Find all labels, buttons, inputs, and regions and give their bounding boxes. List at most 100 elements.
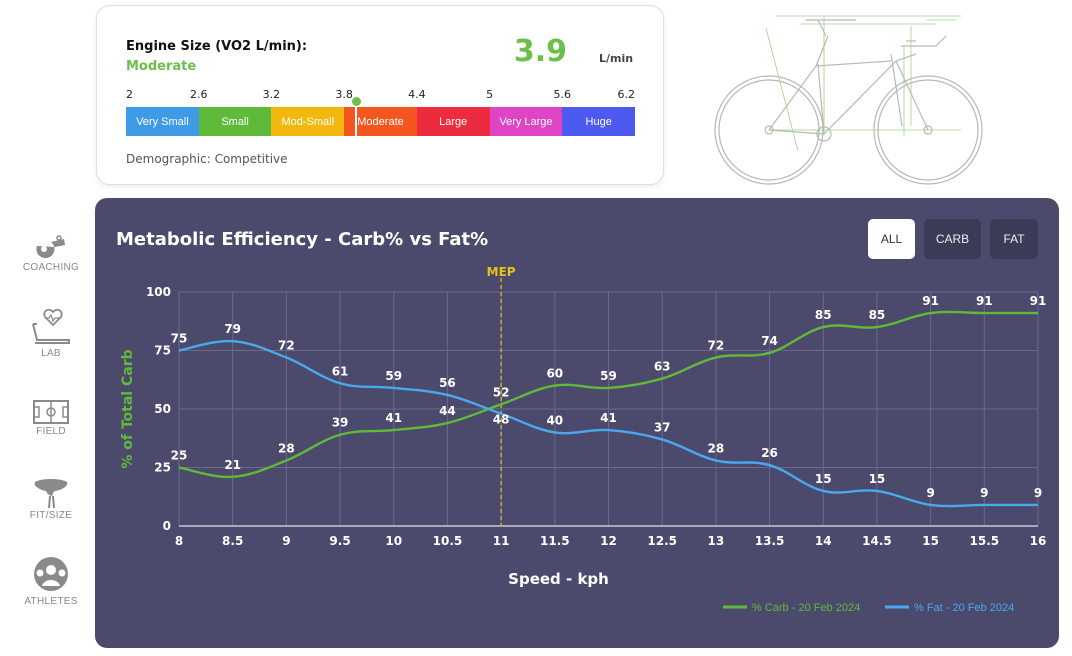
scale-segment: Very Small <box>126 107 199 136</box>
bike-fit-illustration <box>714 15 983 185</box>
data-label: 79 <box>224 322 241 336</box>
x-tick-label: 10.5 <box>433 534 463 548</box>
y-tick-label: 0 <box>163 519 171 533</box>
athletes-icon <box>34 557 68 591</box>
sidebar-label-lab: LAB <box>41 348 61 359</box>
data-label: 91 <box>1030 294 1047 308</box>
field-icon <box>33 400 69 424</box>
x-tick-label: 12.5 <box>647 534 677 548</box>
scale-tick-label: 2.6 <box>189 88 208 101</box>
scale-tick-labels: 2 2.6 3.2 3.8 4.4 5 5.6 6.2 <box>126 88 635 104</box>
scale-segment: Mod-Small <box>271 107 345 136</box>
data-label: 15 <box>869 472 886 486</box>
metabolic-efficiency-panel: MEP 25 21 28 39 41 44 52 60 59 63 72 74 85 85 91 91 91 75… <box>95 198 1059 648</box>
data-label: 91 <box>922 294 939 308</box>
engine-size-unit: L/min <box>599 52 634 65</box>
sidebar-item-lab[interactable]: LAB <box>14 306 88 359</box>
y-tick-label: 100 <box>146 285 171 299</box>
data-label: 28 <box>708 441 725 455</box>
engine-scale-marker <box>355 102 358 136</box>
legend-entry: % Carb - 20 Feb 2024 <box>752 602 860 614</box>
data-label: 44 <box>439 404 456 418</box>
scale-tick-label: 5 <box>486 88 494 101</box>
data-label: 21 <box>224 458 241 472</box>
data-label: 72 <box>278 339 295 353</box>
scale-segment: Huge <box>562 107 636 136</box>
scale-segment: Very Large <box>489 107 563 136</box>
mep-label: MEP <box>487 265 516 279</box>
carb-series-line <box>178 310 1038 479</box>
data-label: 41 <box>385 411 402 425</box>
x-tick-label: 8.5 <box>222 534 243 548</box>
data-label: 91 <box>976 294 993 308</box>
data-label: 48 <box>493 413 510 427</box>
data-label: 85 <box>815 308 832 322</box>
engine-size-card: Engine Size (VO2 L/min): Moderate 3.9 L/… <box>96 5 664 185</box>
sidebar-item-athletes[interactable]: ATHLETES <box>14 556 88 607</box>
y-axis-label: % of Total Carb <box>120 349 136 468</box>
x-tick-label: 14 <box>815 534 832 548</box>
data-label: 60 <box>546 367 563 381</box>
x-tick-label: 15 <box>922 534 939 548</box>
data-label: 72 <box>708 339 725 353</box>
scale-segment: Large <box>416 107 490 136</box>
engine-size-value: 3.9 <box>513 34 567 69</box>
y-tick-label: 25 <box>154 461 171 475</box>
filter-carb-button[interactable]: CARB <box>924 219 981 259</box>
data-label: 59 <box>385 369 402 383</box>
filter-all-button[interactable]: ALL <box>868 219 915 259</box>
chart-title: Metabolic Efficiency - Carb% vs Fat% <box>116 229 489 250</box>
data-label: 9 <box>980 486 988 500</box>
data-label: 28 <box>278 441 295 455</box>
x-tick-label: 14.5 <box>862 534 892 548</box>
data-label: 75 <box>171 332 188 346</box>
x-tick-label: 9.5 <box>329 534 350 548</box>
x-axis-label: Speed - kph <box>508 570 609 588</box>
scale-tick-label: 3.2 <box>262 88 281 101</box>
x-tick-label: 16 <box>1030 534 1047 548</box>
data-label: 85 <box>869 308 886 322</box>
fat-series-line <box>178 339 1038 508</box>
y-tick-label: 50 <box>154 402 171 416</box>
engine-scale-bar: Very Small Small Mod-Small Moderate Large Ver… <box>126 107 636 136</box>
x-tick-label: 10 <box>385 534 402 548</box>
data-label: 9 <box>926 486 934 500</box>
scale-tick-label: 2 <box>126 88 133 101</box>
engine-scale-dot <box>351 97 361 106</box>
x-tick-label: 15.5 <box>970 534 1000 548</box>
data-label: 15 <box>815 472 832 486</box>
metabolic-efficiency-chart: MEP 25 21 28 39 41 44 52 60 59 63 72 74 85 85 91 91 91 75… <box>120 265 1047 614</box>
data-label: 9 <box>1034 486 1042 500</box>
legend-entry: % Fat - 20 Feb 2024 <box>914 602 1014 614</box>
y-tick-label: 75 <box>154 344 171 358</box>
sidebar-item-coaching[interactable]: COACHING <box>14 232 88 273</box>
data-label: 74 <box>761 334 778 348</box>
sidebar-label-coaching: COACHING <box>22 262 80 273</box>
x-tick-label: 9 <box>282 534 290 548</box>
sidebar-label-fit-size: FIT/SIZE <box>29 510 73 521</box>
sidebar-label-athletes: ATHLETES <box>24 596 78 607</box>
x-tick-label: 8 <box>175 534 183 548</box>
data-label: 25 <box>171 449 188 463</box>
engine-size-level: Moderate <box>126 59 197 74</box>
data-label: 39 <box>332 416 349 430</box>
treadmill-heart-icon <box>32 308 70 344</box>
x-tick-label: 11.5 <box>540 534 570 548</box>
scale-tick-label: 4.4 <box>408 88 426 101</box>
sidebar-item-field[interactable]: FIELD <box>14 398 88 437</box>
data-label: 40 <box>546 413 563 427</box>
sidebar-item-fit-size[interactable]: FIT/SIZE <box>14 476 88 521</box>
x-tick-label: 12 <box>600 534 617 548</box>
demographic-label: Demographic: Competitive <box>126 152 288 166</box>
scale-segment: Small <box>198 107 272 136</box>
scale-tick-label: 5.6 <box>553 88 572 101</box>
data-label: 59 <box>600 369 617 383</box>
data-label: 63 <box>654 360 671 374</box>
whistle-icon <box>36 235 65 259</box>
scale-tick-label: 6.2 <box>617 88 636 101</box>
scale-tick-label: 3.8 <box>335 88 353 101</box>
saddle-icon <box>34 479 68 509</box>
x-tick-label: 13.5 <box>755 534 785 548</box>
filter-fat-button[interactable]: FAT <box>990 219 1038 259</box>
data-label: 61 <box>332 364 349 378</box>
